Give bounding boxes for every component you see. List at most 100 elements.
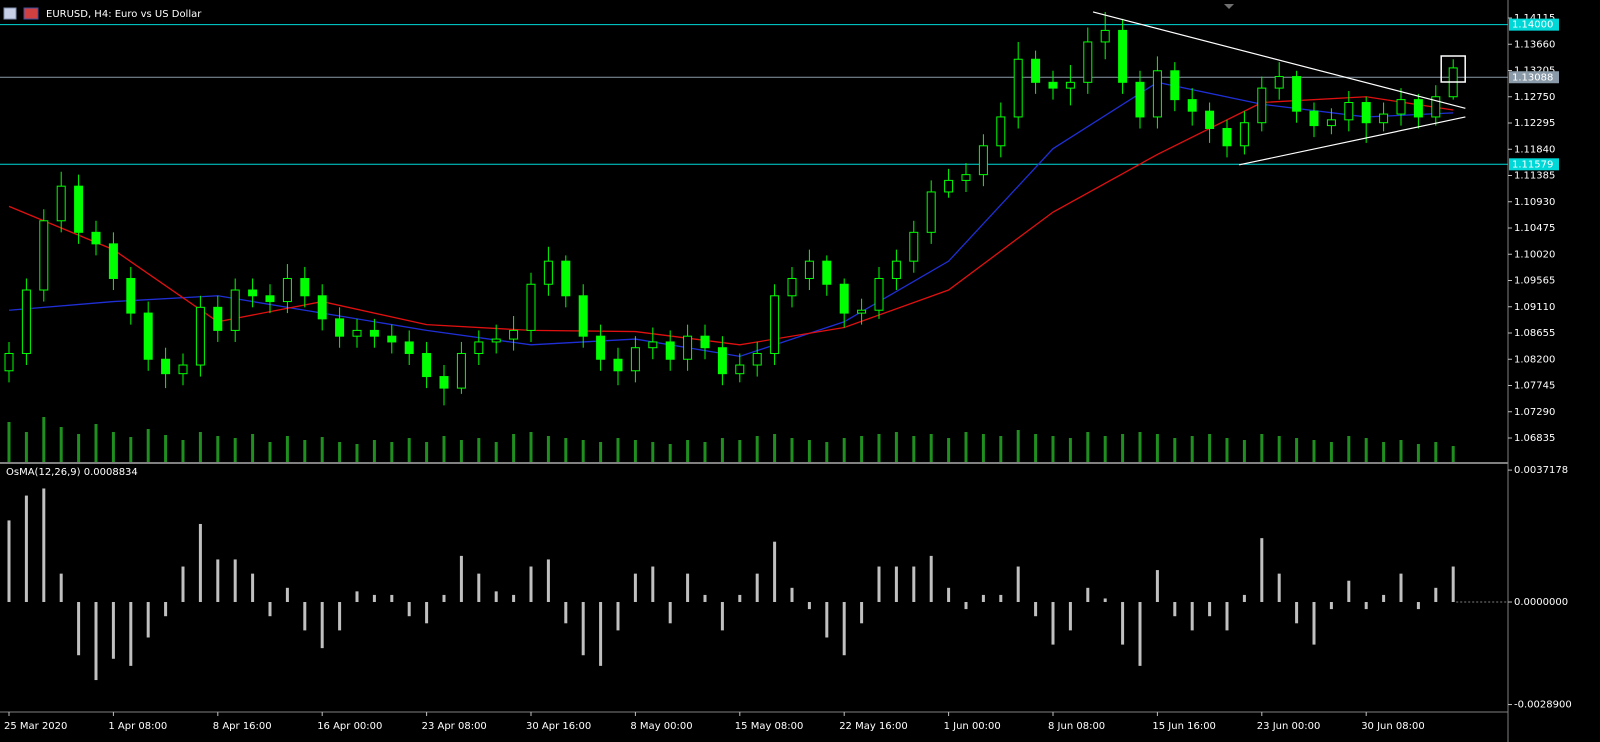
candle-body <box>317 295 327 320</box>
osma-bar <box>842 602 846 656</box>
volume-bar <box>1312 440 1316 462</box>
candle-body <box>1118 29 1128 83</box>
volume-bar <box>303 440 307 462</box>
candle-body <box>1274 76 1284 89</box>
volume-bar <box>894 432 898 462</box>
osma-bar <box>860 602 864 624</box>
osma-bar <box>181 566 185 603</box>
osma-bar <box>1416 602 1420 610</box>
osma-bar <box>947 587 951 603</box>
candle-body <box>1239 122 1249 147</box>
volume-bar <box>355 444 359 462</box>
osma-bar <box>599 602 603 666</box>
volume-bar <box>477 438 481 462</box>
osma-bar <box>720 602 724 631</box>
volume-bar <box>425 442 429 462</box>
candle-body <box>1257 87 1267 124</box>
chart-title: EURUSD, H4: Euro vs US Dollar <box>46 9 202 20</box>
x-tick-label: 22 May 16:00 <box>839 721 908 732</box>
level-label: 1.14000 <box>1512 20 1553 31</box>
osma-bar <box>1382 594 1386 603</box>
candle-body <box>1222 127 1232 147</box>
candle-body <box>735 364 745 375</box>
y-tick-label: -0.0028900 <box>1514 700 1572 711</box>
osma-bar <box>129 602 133 666</box>
volume-bar <box>738 440 742 462</box>
candle-body <box>300 277 310 297</box>
osma-bar <box>372 594 376 603</box>
osma-bar <box>407 602 411 617</box>
volume-bar <box>512 434 516 462</box>
volume-bar <box>651 442 655 462</box>
osma-bar <box>1364 602 1368 610</box>
y-tick-label: 1.11385 <box>1514 171 1555 182</box>
candle-body <box>1048 81 1058 89</box>
osma-bar <box>686 573 690 603</box>
volume-bar <box>825 442 829 462</box>
candle-body <box>561 260 571 297</box>
osma-bar <box>425 602 429 624</box>
candle-body <box>178 364 188 375</box>
x-tick-label: 1 Jun 00:00 <box>944 721 1001 732</box>
candle-body <box>1309 110 1319 127</box>
volume-bar <box>390 442 394 462</box>
volume-bar <box>1451 446 1455 462</box>
y-tick-label: 1.14115 <box>1514 13 1555 24</box>
volume-bar <box>929 434 933 462</box>
candle-body <box>456 352 466 389</box>
volume-bar <box>1382 442 1386 462</box>
shift-marker <box>1224 4 1234 9</box>
volume-bar <box>546 436 550 462</box>
candle-body <box>1135 81 1145 118</box>
candle-body <box>909 231 919 262</box>
osma-bar <box>198 523 202 603</box>
candle-body <box>787 277 797 297</box>
osma-bar <box>894 566 898 603</box>
osma-bar <box>477 573 481 603</box>
volume-bar <box>860 436 864 462</box>
osma-bar <box>285 587 289 603</box>
volume-bar <box>1364 438 1368 462</box>
candle-body <box>857 309 867 314</box>
candle-body <box>213 306 223 331</box>
x-tick-label: 15 May 08:00 <box>735 721 804 732</box>
osma-bar <box>1173 602 1177 617</box>
osma-bar <box>94 602 98 681</box>
candle-body <box>613 358 623 372</box>
osma-bar <box>738 594 742 603</box>
x-tick-label: 16 Apr 00:00 <box>317 721 382 732</box>
volume-bar <box>1329 442 1333 462</box>
osma-bar <box>1277 573 1281 603</box>
volume-bar <box>581 440 585 462</box>
candle-body <box>1152 70 1162 118</box>
osma-bar <box>651 566 655 603</box>
osma-bar <box>42 488 46 603</box>
osma-bar <box>807 602 811 610</box>
volume-bar <box>1086 432 1090 462</box>
icon <box>3 7 17 20</box>
osma-bar <box>912 566 916 603</box>
candle-body <box>108 243 118 279</box>
candle-body <box>335 318 345 337</box>
x-tick-label: 8 Jun 08:00 <box>1048 721 1105 732</box>
volume-bar <box>285 436 289 462</box>
candle-body <box>944 179 954 193</box>
level-label-box <box>1509 158 1559 171</box>
osma-bar <box>1016 566 1020 603</box>
candle-body <box>352 329 362 337</box>
volume-bar <box>442 436 446 462</box>
osma-bar <box>1155 570 1159 603</box>
candle-body <box>439 376 449 389</box>
candle-body <box>230 289 240 331</box>
moving-average <box>8 96 1454 346</box>
osma-bar <box>1451 566 1455 603</box>
volume-bar <box>268 442 272 462</box>
osma-bar <box>1086 587 1090 603</box>
volume-bar <box>1051 436 1055 462</box>
x-tick-label: 23 Jun 00:00 <box>1257 721 1321 732</box>
volume-bar <box>842 438 846 462</box>
osma-bar <box>581 602 585 656</box>
volume-bar <box>633 440 637 462</box>
y-tick-label: 1.07745 <box>1514 381 1555 392</box>
